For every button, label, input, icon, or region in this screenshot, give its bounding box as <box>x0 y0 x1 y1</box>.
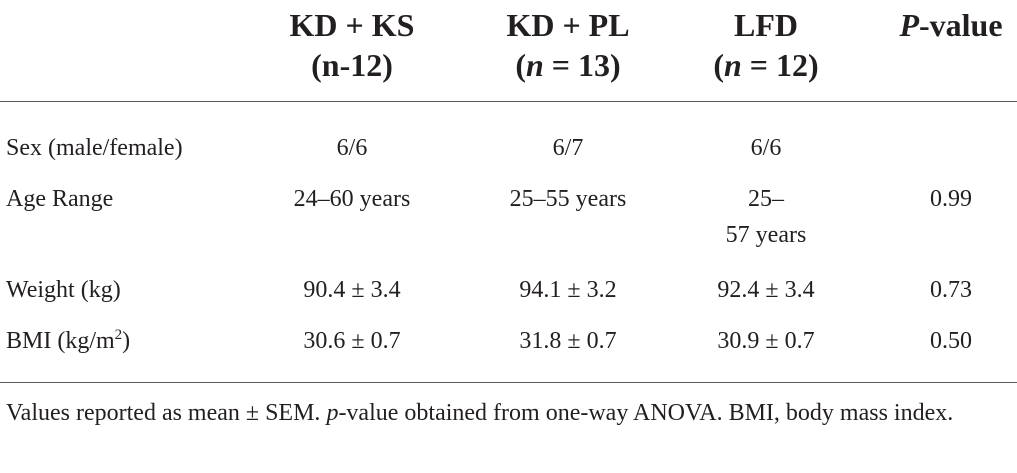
cell-sex-kd-pl: 6/7 <box>552 135 584 161</box>
cell-bmi-pvalue: 0.50 <box>930 328 972 354</box>
cell-weight-kd-ks: 90.4 ± 3.4 <box>303 277 401 303</box>
row-label-bmi: BMI (kg/m2) <box>6 327 131 355</box>
header-kd-ks-line1: KD + KS <box>289 7 415 43</box>
table-bottom-rule <box>0 382 1017 383</box>
table-top-rule <box>0 101 1017 102</box>
row-label-weight: Weight (kg) <box>6 277 121 303</box>
cell-bmi-kd-pl: 31.8 ± 0.7 <box>519 328 617 354</box>
row-label-sex: Sex (male/female) <box>6 135 183 161</box>
table-footnote: Values reported as mean ± SEM. p-value o… <box>6 400 954 426</box>
header-kd-ks: KD + KS (n-12) <box>262 5 442 85</box>
cell-age-kd-ks: 24–60 years <box>293 186 411 212</box>
cell-weight-pvalue: 0.73 <box>930 277 972 303</box>
cell-bmi-lfd: 30.9 ± 0.7 <box>717 328 815 354</box>
cell-weight-lfd: 92.4 ± 3.4 <box>717 277 815 303</box>
cell-sex-kd-ks: 6/6 <box>336 135 368 161</box>
header-pvalue: P-value <box>899 7 1003 43</box>
header-lfd: LFD (n = 12) <box>676 5 856 85</box>
header-kd-ks-line2: (n-12) <box>311 47 393 83</box>
cell-age-lfd: 25– 57 years <box>725 186 807 248</box>
cell-bmi-kd-ks: 30.6 ± 0.7 <box>303 328 401 354</box>
header-kd-pl-line2: (n = 13) <box>515 47 621 83</box>
header-lfd-line1: LFD <box>734 7 798 43</box>
header-kd-pl: KD + PL (n = 13) <box>478 5 658 85</box>
cell-age-pvalue: 0.99 <box>930 186 972 212</box>
table-header: KD + KS (n-12) KD + PL (n = 13) LFD (n =… <box>0 0 1017 100</box>
cell-age-kd-pl: 25–55 years <box>509 186 627 212</box>
header-kd-pl-line1: KD + PL <box>506 7 630 43</box>
cell-weight-kd-pl: 94.1 ± 3.2 <box>519 277 617 303</box>
cell-sex-lfd: 6/6 <box>750 135 782 161</box>
header-lfd-line2: (n = 12) <box>713 47 819 83</box>
row-label-age: Age Range <box>6 186 114 212</box>
